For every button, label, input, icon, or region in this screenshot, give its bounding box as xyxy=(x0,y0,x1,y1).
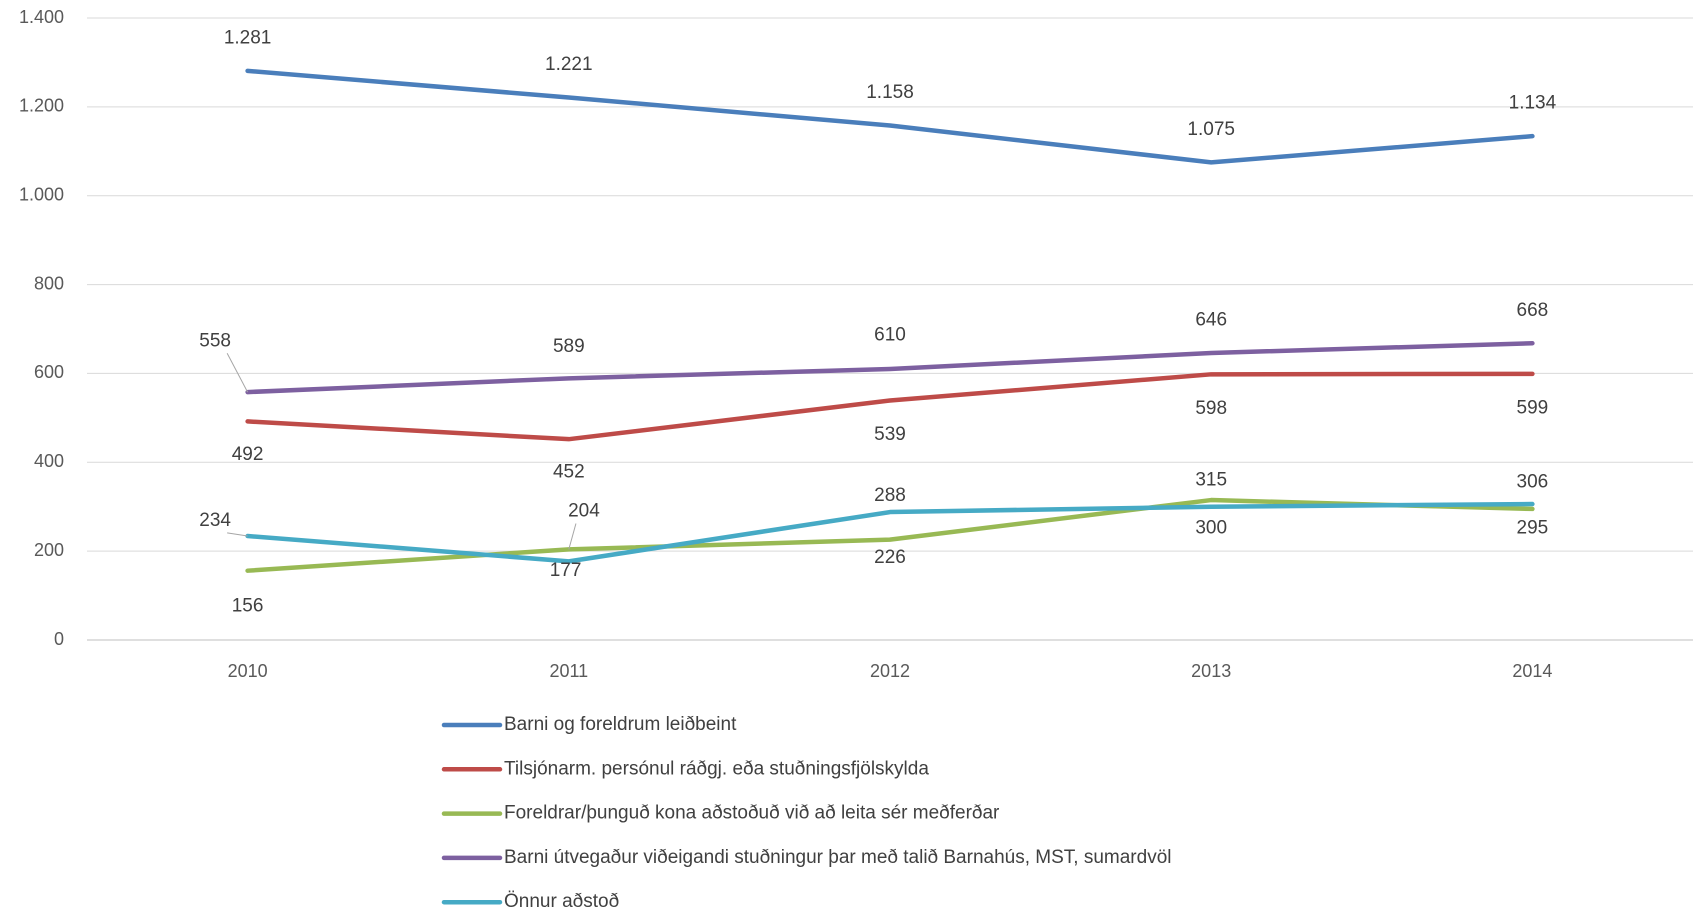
data-label: 558 xyxy=(199,330,231,351)
series-line xyxy=(245,371,1535,442)
data-label: 668 xyxy=(1517,300,1549,321)
legend-label: Barni og foreldrum leiðbeint xyxy=(504,714,737,735)
y-tick-label: 600 xyxy=(34,362,64,382)
data-label: 539 xyxy=(874,424,906,445)
data-label: 300 xyxy=(1195,517,1227,538)
data-label: 295 xyxy=(1517,517,1549,538)
data-label: 315 xyxy=(1195,470,1227,491)
y-tick-label: 400 xyxy=(34,451,64,471)
data-label: 1.134 xyxy=(1509,93,1557,114)
data-label: 1.075 xyxy=(1187,119,1235,140)
series-line xyxy=(245,501,1535,564)
y-tick-label: 1.200 xyxy=(19,96,64,116)
x-tick-label: 2013 xyxy=(1191,661,1231,681)
leader-line xyxy=(227,532,248,537)
x-tick-label: 2010 xyxy=(228,661,268,681)
y-tick-label: 800 xyxy=(34,273,64,293)
series-line xyxy=(245,497,1535,573)
data-label: 226 xyxy=(874,547,906,568)
x-tick-label: 2012 xyxy=(870,661,910,681)
legend-label: Önnur aðstoð xyxy=(504,891,619,912)
data-label: 1.221 xyxy=(545,54,593,75)
data-label: 204 xyxy=(568,501,600,522)
data-label: 306 xyxy=(1517,471,1549,492)
y-tick-label: 1.400 xyxy=(19,7,64,27)
data-label: 156 xyxy=(232,595,264,616)
data-label: 452 xyxy=(553,462,585,483)
data-label: 599 xyxy=(1517,398,1549,419)
data-label: 288 xyxy=(874,485,906,506)
data-label: 1.281 xyxy=(224,27,272,48)
data-label: 646 xyxy=(1195,310,1227,331)
data-label: 598 xyxy=(1195,398,1227,419)
x-tick-label: 2011 xyxy=(549,661,588,681)
data-label: 234 xyxy=(199,510,231,531)
x-tick-label: 2014 xyxy=(1512,661,1552,681)
data-label: 1.158 xyxy=(866,82,914,103)
data-label: 177 xyxy=(550,560,582,581)
data-label: 589 xyxy=(553,336,585,357)
legend-label: Tilsjónarm. persónul ráðgj. eða stuðning… xyxy=(504,758,929,779)
y-tick-label: 0 xyxy=(54,629,64,649)
leader-line xyxy=(226,353,249,393)
leader-line xyxy=(568,523,577,550)
legend-label: Foreldrar/þunguð kona aðstoðuð við að le… xyxy=(504,803,1000,824)
legend-label: Barni útvegaður viðeigandi stuðningur þa… xyxy=(504,847,1171,868)
data-label: 610 xyxy=(874,324,906,345)
y-tick-label: 1.000 xyxy=(19,184,64,204)
data-label: 492 xyxy=(232,444,264,465)
y-tick-label: 200 xyxy=(34,540,64,560)
series-line xyxy=(245,340,1535,395)
series-line xyxy=(245,68,1535,165)
